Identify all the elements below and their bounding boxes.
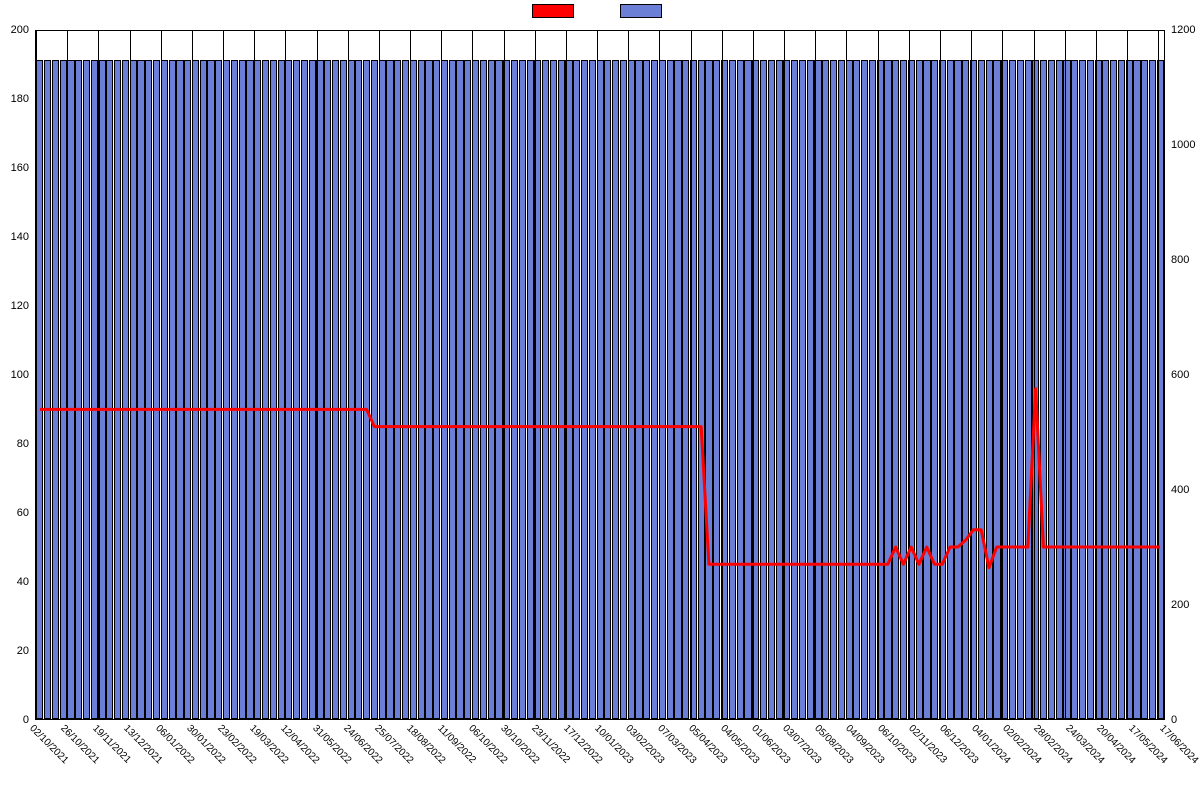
y-right-tick: 400 [1171,484,1189,496]
y-left-tick: 180 [11,93,29,105]
y-right-tick: 0 [1171,714,1177,726]
legend-item-line [532,4,580,18]
y-left-tick: 100 [11,369,29,381]
legend [0,4,1200,18]
y-axis-right: 020040060080010001200 [1167,30,1200,720]
legend-item-bar [620,4,668,18]
x-axis: 02/10/202126/10/202119/11/202113/12/2021… [35,721,1165,799]
chart-container: 0 20 40 60 80 100 120 140 160 180 200 0 200 400 600 80… [0,0,1200,800]
y-right-tick: 1000 [1171,139,1195,151]
legend-swatch-line [532,4,574,18]
y-left-tick: 200 [11,24,29,36]
y-left-tick: 160 [11,162,29,174]
y-right-tick: 600 [1171,369,1189,381]
plot-area [35,30,1165,720]
y-left-tick: 0 [23,714,29,726]
y-left-tick: 140 [11,231,29,243]
y-right-tick: 1200 [1171,24,1195,36]
y-left-tick: 40 [17,576,29,588]
line-series [36,31,1164,719]
y-right-tick: 200 [1171,599,1189,611]
y-left-tick: 80 [17,438,29,450]
y-left-tick: 60 [17,507,29,519]
price-line [40,389,1160,568]
legend-swatch-bar [620,4,662,18]
y-axis-left: 020406080100120140160180200 [0,30,33,720]
y-left-tick: 120 [11,300,29,312]
y-right-tick: 800 [1171,254,1189,266]
y-left-tick: 20 [17,645,29,657]
